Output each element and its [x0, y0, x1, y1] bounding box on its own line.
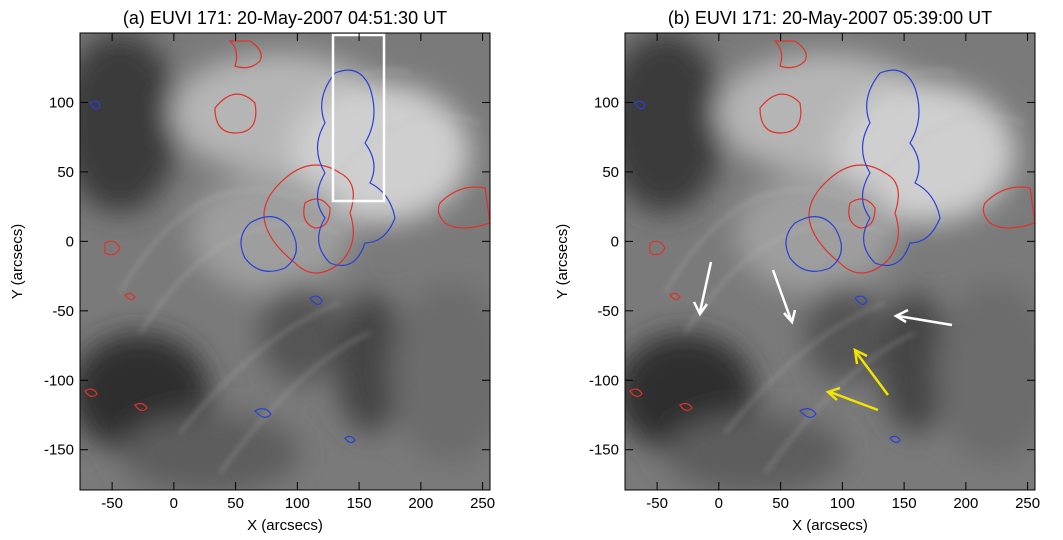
y-axis-label: Y (arcsecs) [554, 224, 571, 300]
y-tick-label: 100 [49, 94, 74, 111]
y-tick-label: 50 [57, 164, 74, 181]
x-tick-label: 100 [285, 495, 310, 512]
x-tick-label: 200 [953, 495, 978, 512]
y-tick-label: -150 [44, 442, 74, 459]
x-tick-label: 0 [170, 495, 178, 512]
y-tick-label: -100 [44, 372, 74, 389]
y-tick-label: 100 [594, 94, 619, 111]
x-tick-label: 250 [470, 495, 495, 512]
y-tick-label: 0 [611, 233, 619, 250]
euv-image [60, 33, 510, 493]
x-tick-label: -50 [646, 495, 668, 512]
x-axis-label: X (arcsecs) [247, 517, 323, 534]
x-tick-label: 150 [892, 495, 917, 512]
x-tick-label: 250 [1015, 495, 1040, 512]
x-tick-label: 50 [227, 495, 244, 512]
x-tick-label: 150 [347, 495, 372, 512]
y-tick-label: 50 [602, 164, 619, 181]
x-tick-label: 0 [715, 495, 723, 512]
figure: (a) EUVI 171: 20-May-2007 04:51:30 UT X (… [0, 0, 1063, 535]
y-tick-label: 0 [66, 233, 74, 250]
y-axis-label: Y (arcsecs) [9, 224, 26, 300]
y-tick-label: -50 [597, 303, 619, 320]
x-tick-label: 100 [830, 495, 855, 512]
y-tick-label: -100 [589, 372, 619, 389]
panel-title: (a) EUVI 171: 20-May-2007 04:51:30 UT [123, 8, 447, 28]
x-tick-label: 50 [772, 495, 789, 512]
euv-image [605, 33, 1055, 493]
panel-title: (b) EUVI 171: 20-May-2007 05:39:00 UT [668, 8, 992, 28]
x-axis-label: X (arcsecs) [792, 517, 868, 534]
x-tick-label: 200 [408, 495, 433, 512]
page: {"chart_data": [ {"type": "image", "titl… [0, 0, 1063, 540]
x-tick-label: -50 [101, 495, 123, 512]
y-tick-label: -150 [589, 442, 619, 459]
y-tick-label: -50 [52, 303, 74, 320]
